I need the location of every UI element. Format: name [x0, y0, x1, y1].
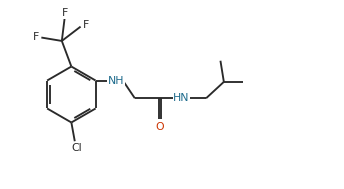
Text: F: F [32, 32, 39, 42]
Text: Cl: Cl [71, 143, 82, 153]
Text: O: O [155, 122, 164, 132]
Text: HN: HN [173, 93, 190, 103]
Text: NH: NH [108, 76, 124, 85]
Text: F: F [62, 8, 68, 18]
Text: F: F [83, 20, 89, 29]
